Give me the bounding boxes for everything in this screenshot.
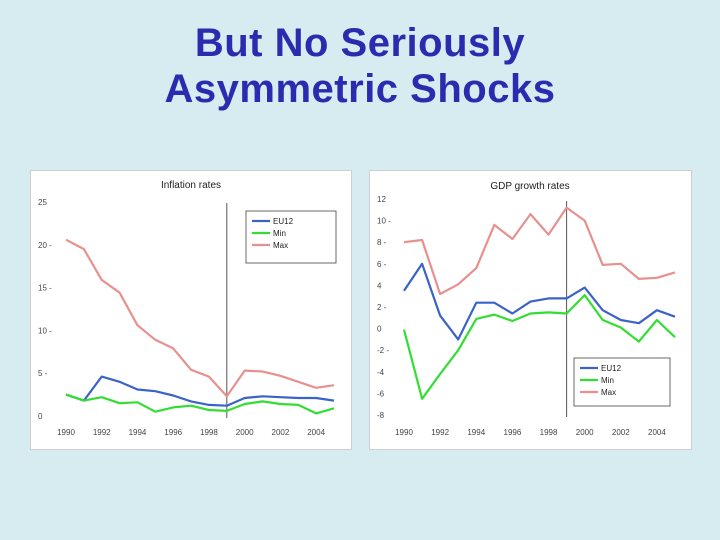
y-tick-label: 5 - xyxy=(38,369,48,378)
y-tick-label: -2 - xyxy=(377,346,389,355)
x-tick-label: 1990 xyxy=(57,428,75,437)
gdp-chart: GDP growth rates -8 -6 -4 -2 - 0 2 - 4 6 - 8 - 10 … xyxy=(377,181,676,437)
inflation-chart-panel: Inflation rates 0 5 - 10 - 15 - 20 - 25 1990 199… xyxy=(30,170,352,450)
y-tick-label: 0 xyxy=(377,325,382,334)
series-line-eu12 xyxy=(65,375,335,407)
x-tick-label: 2004 xyxy=(648,428,666,437)
y-tick-label: 15 - xyxy=(38,284,52,293)
y-tick-label: 10 - xyxy=(377,217,391,226)
series-line-max xyxy=(65,238,335,398)
y-tick-label: 10 - xyxy=(38,326,52,335)
legend-label-min: Min xyxy=(601,376,614,385)
y-tick-label: 4 xyxy=(377,281,382,290)
slide-title: But No Seriously Asymmetric Shocks xyxy=(0,20,720,112)
y-tick-label: -6 xyxy=(377,389,385,398)
y-tick-label: 12 xyxy=(377,195,386,204)
legend-box xyxy=(245,210,337,264)
series-line-eu12 xyxy=(403,262,676,341)
x-tick-label: 1998 xyxy=(200,428,218,437)
y-tick-label: 0 xyxy=(38,412,43,421)
gdp-chart-panel: GDP growth rates -8 -6 -4 -2 - 0 2 - 4 6 - 8 - 10 … xyxy=(369,170,692,450)
x-tick-label: 1996 xyxy=(164,428,182,437)
x-tick-label: 1992 xyxy=(431,428,449,437)
legend-label-max: Max xyxy=(601,388,616,397)
y-tick-label: 25 xyxy=(38,198,47,207)
x-tick-label: 1996 xyxy=(504,428,522,437)
slide-title-line-1: But No Seriously xyxy=(194,21,526,65)
slide-title-line-2: Asymmetric Shocks xyxy=(164,67,556,111)
series-line-max xyxy=(403,206,676,296)
x-tick-label: 2000 xyxy=(236,428,254,437)
series-line-min xyxy=(65,393,335,415)
x-tick-label: 2000 xyxy=(576,428,594,437)
x-tick-label: 2002 xyxy=(272,428,290,437)
legend-label-min: Min xyxy=(273,229,286,238)
x-tick-label: 1998 xyxy=(540,428,558,437)
y-tick-label: -8 xyxy=(377,411,385,420)
legend-label-eu12: EU12 xyxy=(273,217,294,226)
x-tick-label: 2004 xyxy=(307,428,325,437)
x-tick-label: 2002 xyxy=(612,428,630,437)
legend-label-eu12: EU12 xyxy=(601,364,622,373)
y-tick-label: 2 - xyxy=(377,303,387,312)
inflation-chart: Inflation rates 0 5 - 10 - 15 - 20 - 25 1990 199… xyxy=(38,180,337,437)
x-tick-label: 1994 xyxy=(467,428,485,437)
x-tick-label: 1990 xyxy=(395,428,413,437)
y-tick-label: -4 xyxy=(377,368,385,377)
chart-legend: EU12 Min Max xyxy=(573,357,671,407)
x-tick-label: 1994 xyxy=(129,428,147,437)
y-tick-label: 8 - xyxy=(377,238,387,247)
chart-title: Inflation rates xyxy=(161,180,221,191)
x-tick-label: 1992 xyxy=(93,428,111,437)
series-line-min xyxy=(402,293,676,400)
y-tick-label: 6 - xyxy=(377,260,387,269)
chart-title: GDP growth rates xyxy=(490,181,569,192)
chart-legend: EU12 Min Max xyxy=(245,210,337,264)
y-tick-label: 20 - xyxy=(38,241,52,250)
legend-label-max: Max xyxy=(273,241,288,250)
legend-box xyxy=(573,357,671,407)
